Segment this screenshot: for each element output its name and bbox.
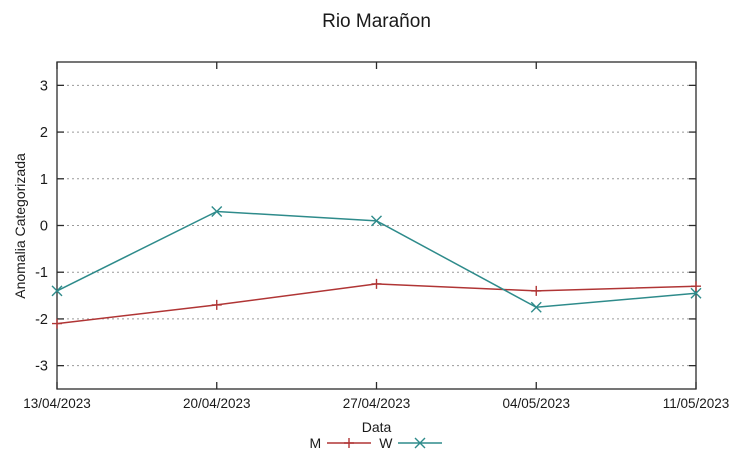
series-marker-cross [211, 205, 223, 217]
legend-line-cross-icon [398, 437, 443, 449]
series-marker-plus [371, 278, 382, 289]
y-tick-label: -1 [35, 265, 48, 281]
series-marker-plus [691, 281, 701, 292]
series-marker-cross [530, 301, 542, 313]
legend-item-m: M [310, 435, 373, 451]
y-tick-label: 0 [40, 219, 48, 235]
legend-label-w: W [379, 435, 393, 451]
series-marker-cross [414, 437, 426, 449]
x-tick-label: 20/04/2023 [183, 396, 251, 411]
series-marker-cross [690, 287, 702, 299]
chart-title: Rio Marañon [322, 11, 431, 32]
x-tick-label: 27/04/2023 [343, 396, 411, 411]
series-marker-plus [52, 318, 62, 329]
legend: M W [0, 435, 753, 451]
y-tick-label: 1 [40, 172, 48, 188]
y-tick-label: -2 [35, 312, 48, 328]
series-marker-cross [51, 285, 63, 297]
x-tick-label: 04/05/2023 [502, 396, 570, 411]
legend-line-plus-icon [327, 438, 372, 448]
x-axis-label: Data [361, 419, 392, 435]
y-tick-label: 2 [40, 125, 48, 141]
y-tick-label: 3 [40, 78, 48, 94]
series-marker-plus [344, 438, 355, 448]
series-line-M [56, 283, 697, 325]
legend-item-w: W [379, 435, 443, 451]
series-W [51, 205, 702, 313]
series-M [52, 278, 701, 329]
series-marker-cross [371, 215, 382, 227]
x-tick-label: 11/05/2023 [663, 396, 730, 411]
y-tick-label: -3 [35, 359, 48, 375]
legend-label-m: M [309, 435, 322, 451]
series-marker-plus [211, 299, 222, 310]
series-marker-plus [531, 285, 542, 296]
x-tick-label: 13/04/2023 [23, 396, 91, 411]
